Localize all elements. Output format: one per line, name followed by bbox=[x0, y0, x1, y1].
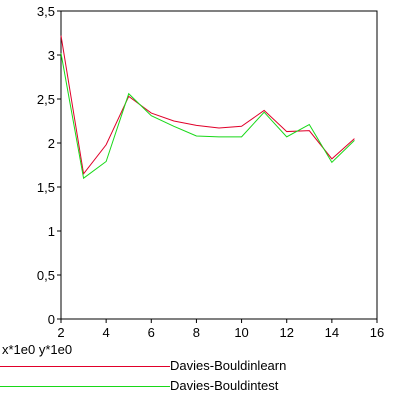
y-tick-label: 0 bbox=[48, 312, 55, 327]
legend-label-learn: Davies-Bouldinlearn bbox=[170, 358, 287, 373]
y-axis: 0 0,5 1 1,5 2 2,5 3 3,5 bbox=[37, 4, 61, 327]
y-tick-label: 3 bbox=[48, 48, 55, 63]
x-tick-label: 14 bbox=[325, 325, 339, 340]
legend-item-test: Davies-Bouldintest bbox=[0, 376, 400, 396]
x-tick-label: 4 bbox=[103, 325, 110, 340]
x-tick-label: 6 bbox=[148, 325, 155, 340]
y-tick-label: 1,5 bbox=[37, 180, 55, 195]
x-tick-label: 10 bbox=[234, 325, 248, 340]
x-tick-label: 8 bbox=[193, 325, 200, 340]
y-tick-label: 2 bbox=[48, 136, 55, 151]
legend-label-test: Davies-Bouldintest bbox=[170, 378, 279, 393]
line-chart: 0 0,5 1 1,5 2 2,5 3 3,5 2 4 6 8 10 12 14 16 bbox=[37, 4, 384, 340]
axis-scale-note: x*1e0 y*1e0 bbox=[2, 342, 73, 357]
y-tick-label: 1 bbox=[48, 224, 55, 239]
y-tick-label: 2,5 bbox=[37, 92, 55, 107]
x-tick-label: 16 bbox=[370, 325, 384, 340]
y-tick-label: 3,5 bbox=[37, 4, 55, 19]
legend-swatch-learn bbox=[0, 366, 170, 367]
series-line-learn bbox=[60, 35, 355, 176]
legend-swatch-test bbox=[0, 386, 170, 387]
x-axis: 2 4 6 8 10 12 14 16 bbox=[57, 319, 384, 340]
plot-area-frame bbox=[60, 10, 378, 320]
x-tick-label: 12 bbox=[279, 325, 293, 340]
legend: Davies-Bouldinlearn Davies-Bouldintest bbox=[0, 356, 400, 396]
x-tick-label: 2 bbox=[57, 325, 64, 340]
series-line-test bbox=[60, 53, 355, 180]
legend-item-learn: Davies-Bouldinlearn bbox=[0, 356, 400, 376]
y-tick-label: 0,5 bbox=[37, 268, 55, 283]
series-lines bbox=[60, 35, 355, 180]
